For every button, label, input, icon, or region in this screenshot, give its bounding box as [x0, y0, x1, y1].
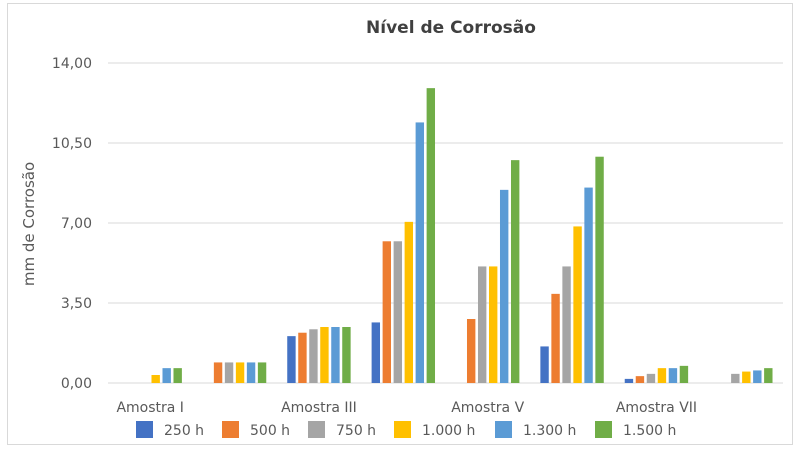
- y-axis-label: mm de Corrosão: [20, 162, 38, 286]
- bar: [731, 373, 740, 383]
- bar: [151, 375, 160, 383]
- x-tick-label: Amostra VII: [616, 400, 697, 416]
- bar: [646, 373, 656, 383]
- bars: [151, 88, 773, 384]
- legend-swatch: [308, 421, 325, 438]
- legend-label: 1.500 h: [623, 423, 676, 439]
- legend-swatch: [136, 421, 153, 438]
- y-tick-label: 14,00: [52, 56, 92, 72]
- bar: [624, 378, 634, 383]
- y-tick-label: 7,00: [61, 216, 92, 232]
- legend-label: 500 h: [250, 423, 290, 439]
- bar: [499, 189, 509, 383]
- bar: [393, 241, 403, 383]
- bar: [342, 327, 351, 383]
- legend-label: 750 h: [336, 423, 376, 439]
- y-tick-label: 10,50: [52, 136, 92, 152]
- bar: [173, 368, 182, 383]
- bar: [382, 241, 392, 383]
- y-axis-ticks: 0,00 3,50 7,00 10,50 14,00: [52, 56, 92, 392]
- x-tick-label: Amostra I: [116, 400, 183, 416]
- bar: [320, 327, 329, 383]
- bar: [287, 336, 296, 383]
- bar: [753, 370, 762, 383]
- bar: [404, 221, 414, 383]
- bar: [257, 362, 267, 383]
- x-axis-ticks: Amostra I Amostra III Amostra V Amostra VII: [116, 400, 697, 416]
- legend-swatch: [595, 421, 612, 438]
- bar: [488, 266, 498, 383]
- legend-label: 1.300 h: [523, 423, 576, 439]
- bar: [635, 376, 645, 383]
- bar: [540, 346, 549, 383]
- legend-swatch: [222, 421, 239, 438]
- legend-swatch: [394, 421, 411, 438]
- bar: [595, 156, 604, 383]
- bar: [573, 226, 582, 383]
- legend-swatch: [495, 421, 512, 438]
- bar: [551, 293, 560, 383]
- legend-label: 1.000 h: [422, 423, 475, 439]
- bar: [213, 362, 223, 383]
- bar: [657, 368, 667, 383]
- x-tick-label: Amostra V: [451, 400, 524, 416]
- bar: [510, 160, 520, 383]
- y-tick-label: 0,00: [61, 376, 92, 392]
- bar: [246, 362, 256, 383]
- bar: [371, 322, 381, 383]
- bar: [764, 368, 773, 383]
- bar: [426, 88, 436, 384]
- legend-label: 250 h: [164, 423, 204, 439]
- bar: [331, 327, 340, 383]
- bar: [742, 371, 751, 383]
- bar: [224, 362, 234, 383]
- bar: [309, 329, 318, 383]
- bar: [668, 368, 678, 383]
- bar: [466, 319, 476, 383]
- chart-title: Nível de Corrosão: [366, 18, 536, 38]
- gridlines: [108, 62, 783, 384]
- bar: [298, 332, 307, 383]
- x-tick-label: Amostra III: [281, 400, 357, 416]
- bar: [477, 266, 487, 383]
- bar: [415, 122, 425, 383]
- bar: [162, 368, 171, 383]
- bar: [584, 187, 593, 383]
- bar: [562, 266, 571, 383]
- bar: [679, 365, 689, 383]
- bar: [235, 362, 245, 383]
- legend: 250 h 500 h 750 h 1.000 h 1.300 h 1.500 h: [136, 421, 676, 439]
- y-tick-label: 3,50: [61, 296, 92, 312]
